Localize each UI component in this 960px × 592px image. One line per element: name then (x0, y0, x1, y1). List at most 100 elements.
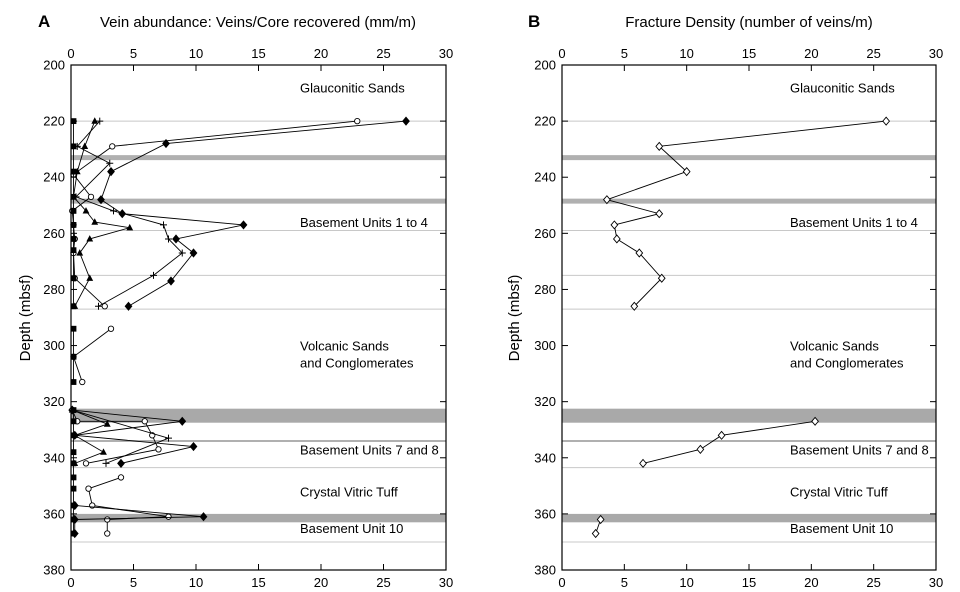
panel-a-unit-label-4: Basement Units 7 and 8 (300, 442, 439, 457)
panel-b-series-2-point-0 (596, 514, 605, 525)
panel-b-band-1 (562, 513, 936, 523)
panel-a-series-9-point-1 (165, 434, 172, 442)
panel-a-x-tick-label-top-4: 20 (314, 46, 328, 61)
panel-a-series-13-point-4 (70, 460, 77, 467)
panel-a-series-0-point-8 (167, 276, 175, 286)
panel-a-series-13-point-6 (70, 485, 77, 492)
panel-a-x-tick-label-bottom-0: 0 (67, 575, 74, 590)
panel-a-series-3-point-0 (91, 117, 99, 124)
panel-b-unit-label-6: Basement Unit 10 (790, 521, 893, 536)
panel-a-band-1 (71, 513, 446, 523)
panel-a-series-12-point-1 (199, 512, 208, 522)
panel-b-series-1-point-2 (696, 444, 705, 454)
panel-a-unit-label-1: Basement Units 1 to 4 (300, 215, 428, 230)
panel-b-x-tick-label-bottom-4: 20 (804, 575, 818, 590)
panel-a-axes: 0 0 5 5 10 10 15 15 20 20 25 25 30 30 200 220 240 260 280 3… (43, 46, 453, 590)
panel-a-series-3-point-5 (91, 218, 99, 225)
panel-a-series-3-point-7 (86, 235, 94, 242)
panel-a-x-axis-title: Vein abundance: Veins/Core recovered (mm… (100, 14, 416, 31)
panel-b-series-0-point-9 (630, 301, 639, 311)
panel-b-y-tick-label-8: 360 (534, 506, 556, 521)
panel-a-series-4-point-3 (70, 193, 77, 200)
panel-b-series-0-point-4 (655, 209, 664, 219)
panel-a-series-5-point-0 (107, 325, 115, 332)
panel-b-series-1-point-1 (717, 430, 726, 440)
panel-b-series-0-line (605, 120, 887, 307)
panel-a-letter: A (38, 12, 50, 31)
panel-a-y-tick-label-2: 240 (43, 170, 65, 185)
panel-b-unit-label-1: Basement Units 1 to 4 (790, 215, 918, 230)
panel-a-series-0-point-5 (239, 220, 248, 230)
panel-a-series-4-point-8 (70, 275, 77, 282)
panel-a-x-tick-label-bottom-3: 15 (251, 575, 265, 590)
panel-a-series-2-point-4 (110, 207, 117, 215)
panel-a-series-1-point-9 (101, 303, 108, 310)
panel-a-x-tick-label-bottom-5: 25 (376, 575, 390, 590)
panel-b-series-1-line (642, 420, 816, 464)
panel-b-series-0-point-8 (657, 273, 666, 283)
panel-b-x-tick-label-top-4: 20 (804, 46, 818, 61)
panel-a-unit-label-5: Crystal Vitric Tuff (300, 484, 398, 499)
panel-b-band-0 (562, 408, 936, 423)
panel-b-x-tick-label-bottom-3: 15 (742, 575, 756, 590)
panel-b-series-1 (639, 416, 819, 468)
panel-b-series-1-point-0 (811, 416, 819, 426)
panel-b-x-tick-label-top-5: 25 (866, 46, 880, 61)
panel-b-y-tick-label-5: 300 (534, 338, 556, 353)
panel-b-series-0-point-2 (682, 167, 691, 177)
panel-b-x-tick-label-top-0: 0 (558, 46, 565, 61)
panel-b-series-2 (591, 514, 605, 539)
panel-a-series-11-line (87, 476, 169, 534)
panel-a-x-tick-label-bottom-6: 30 (439, 575, 453, 590)
panel-a-series-13-point-5 (70, 474, 77, 481)
panel-a-series-0-point-6 (172, 234, 180, 244)
panel-b-x-tick-label-bottom-2: 10 (679, 575, 693, 590)
panel-b-x-tick-label-top-1: 5 (621, 46, 628, 61)
panel-a-series (68, 116, 410, 539)
panel-a-y-tick-label-7: 340 (43, 450, 65, 465)
panel-a-series-1-line (71, 120, 358, 307)
panel-a-unit-label-2: Volcanic Sands (300, 339, 389, 354)
panel-a-series-6-point-2 (70, 379, 77, 385)
panel-a-series-13-point-1 (70, 418, 77, 425)
panel-a-series-5-line (72, 328, 112, 383)
panel-a-series-4-point-6 (70, 236, 77, 242)
panel-a-series-3-point-8 (76, 249, 84, 256)
panel-a-series-3-point-4 (82, 207, 90, 214)
panel-a-series-10-point-3 (100, 448, 107, 455)
panel-a-series-5-point-2 (79, 378, 86, 386)
panel-a-series-0-point-3 (97, 195, 105, 205)
panel-a-series-13-point-7 (70, 502, 77, 509)
panel-a-series-4-point-7 (70, 247, 77, 254)
panel-a-series-13-point-2 (70, 432, 77, 439)
panel-b-boundaries (562, 120, 936, 543)
panel-b-fracture-density: B Fracture Density (number of veins/m) D… (506, 12, 943, 590)
panel-a-series-12-line (74, 505, 204, 534)
panel-a-series-2-point-7 (178, 249, 186, 257)
panel-a-x-tick-label-top-5: 25 (376, 46, 390, 61)
panel-b-x-tick-label-top-6: 30 (929, 46, 943, 61)
panel-a-series-2-point-9 (95, 302, 102, 310)
panel-b-unit-labels: Glauconitic Sands Basement Units 1 to 4 Vo… (790, 80, 929, 535)
panel-b-unit-label-5: Crystal Vitric Tuff (790, 484, 888, 499)
panel-b-series (591, 116, 891, 539)
panel-a-series-2-point-8 (150, 271, 157, 279)
panel-a-series-4-point-4 (70, 207, 77, 214)
panel-b-x-tick-label-bottom-5: 25 (866, 575, 880, 590)
panel-b-y-tick-label-4: 280 (534, 282, 556, 297)
panel-b-unit-label-0: Glauconitic Sands (790, 80, 895, 95)
panel-a-boundaries (71, 120, 446, 543)
panel-a-x-tick-label-top-6: 30 (439, 46, 453, 61)
panel-a-unit-label-3: and Conglomerates (300, 355, 414, 370)
panel-b-unit-label-2: Volcanic Sands (790, 339, 879, 354)
panel-a-series-6-point-1 (70, 353, 77, 360)
panel-a-series-5 (70, 325, 115, 386)
panel-a-series-11-point-1 (85, 485, 92, 492)
panel-a-series-11-point-0 (117, 474, 125, 481)
panel-a-y-tick-label-9: 380 (43, 563, 65, 578)
panel-a-x-tick-label-bottom-2: 10 (189, 575, 203, 590)
panel-b-y-tick-label-7: 340 (534, 450, 556, 465)
panel-a-series-7-point-1 (178, 416, 187, 426)
panel-a-y-tick-label-3: 260 (43, 226, 65, 241)
